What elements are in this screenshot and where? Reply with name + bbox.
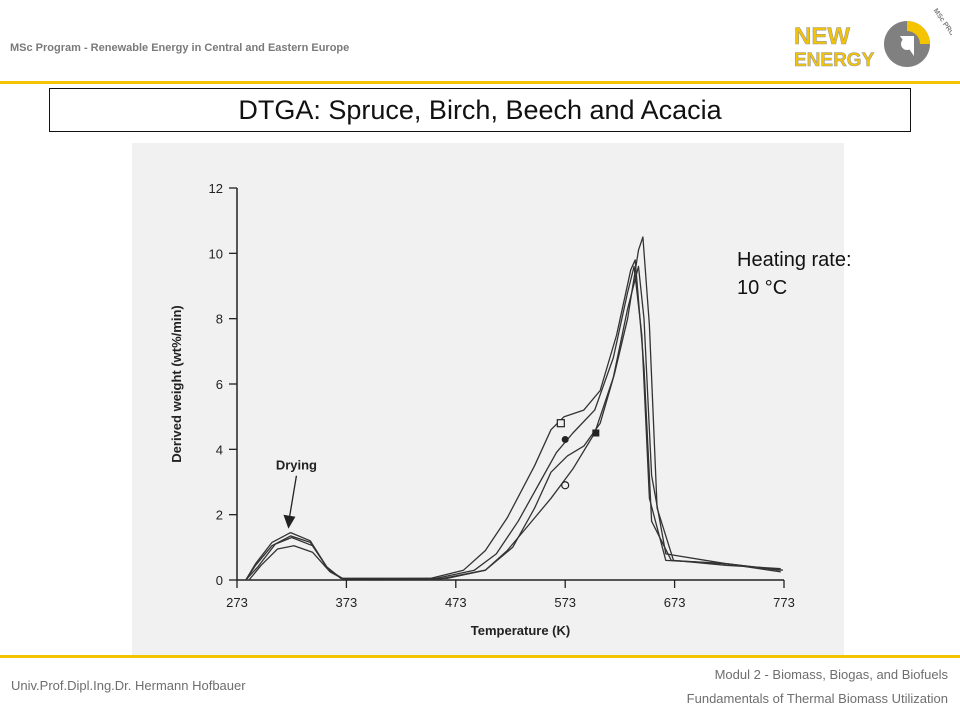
y-tick-label: 2 — [216, 508, 223, 523]
logo-arc-text: MSc PROGRAM — [932, 8, 952, 55]
x-tick-label: 673 — [664, 595, 686, 610]
x-tick-label: 773 — [773, 595, 795, 610]
footer-author: Univ.Prof.Dipl.Ing.Dr. Hermann Hofbauer — [11, 678, 246, 693]
logo-swirl-icon — [884, 21, 930, 67]
x-tick-label: 573 — [554, 595, 576, 610]
heating-rate-note: Heating rate: 10 °C — [737, 246, 852, 302]
y-tick-label: 0 — [216, 573, 223, 588]
chart-panel: 0 2 4 6 8 10 12 273 373 473 573 673 773 Temperature (… — [132, 143, 844, 655]
series-marker-filled-circle — [561, 436, 569, 444]
series-line-4 — [245, 236, 781, 581]
slide-title: DTGA: Spruce, Birch, Beech and Acacia — [238, 94, 722, 125]
x-tick-label: 473 — [445, 595, 467, 610]
program-title: MSc Program - Renewable Energy in Centra… — [10, 42, 350, 54]
series-line-1 — [245, 259, 781, 581]
y-tick-label: 6 — [216, 377, 223, 392]
heating-rate-line1: Heating rate: — [737, 249, 852, 271]
drying-arrow-head — [283, 514, 296, 529]
y-tick-label: 8 — [216, 312, 223, 327]
y-tick-label: 4 — [216, 442, 223, 457]
series-marker-open-square — [556, 419, 565, 428]
logo-text-energy: ENERGY — [794, 50, 875, 71]
slide-title-box: DTGA: Spruce, Birch, Beech and Acacia — [49, 88, 911, 132]
drying-arrow-shaft — [288, 475, 298, 518]
footer-course: Fundamentals of Thermal Biomass Utilizat… — [686, 691, 948, 706]
footer-rule — [0, 655, 960, 658]
x-tick-label: 273 — [226, 595, 248, 610]
footer-modul: Modul 2 - Biomass, Biogas, and Biofuels — [714, 667, 948, 682]
x-tick-label: 373 — [336, 595, 358, 610]
series-line-3 — [248, 265, 783, 581]
drying-annotation: Drying — [276, 458, 317, 473]
heating-rate-line2: 10 °C — [737, 277, 788, 299]
y-axis-label: Derived weight (wt%/min) — [169, 305, 184, 462]
y-tick-label: 12 — [209, 181, 223, 196]
x-axis-label: Temperature (K) — [471, 623, 570, 638]
series-line-2 — [245, 265, 781, 581]
logo-text-new: NEW — [794, 23, 850, 50]
series-marker-open-circle — [561, 481, 570, 490]
dtga-chart: 0 2 4 6 8 10 12 273 373 473 573 673 773 Temperature (… — [169, 181, 795, 638]
series-marker-filled-square — [592, 429, 600, 437]
y-tick-label: 10 — [209, 246, 223, 261]
new-energy-logo: NEW ENERGY MSc PROGRAM — [794, 8, 952, 72]
header-rule — [0, 81, 960, 84]
